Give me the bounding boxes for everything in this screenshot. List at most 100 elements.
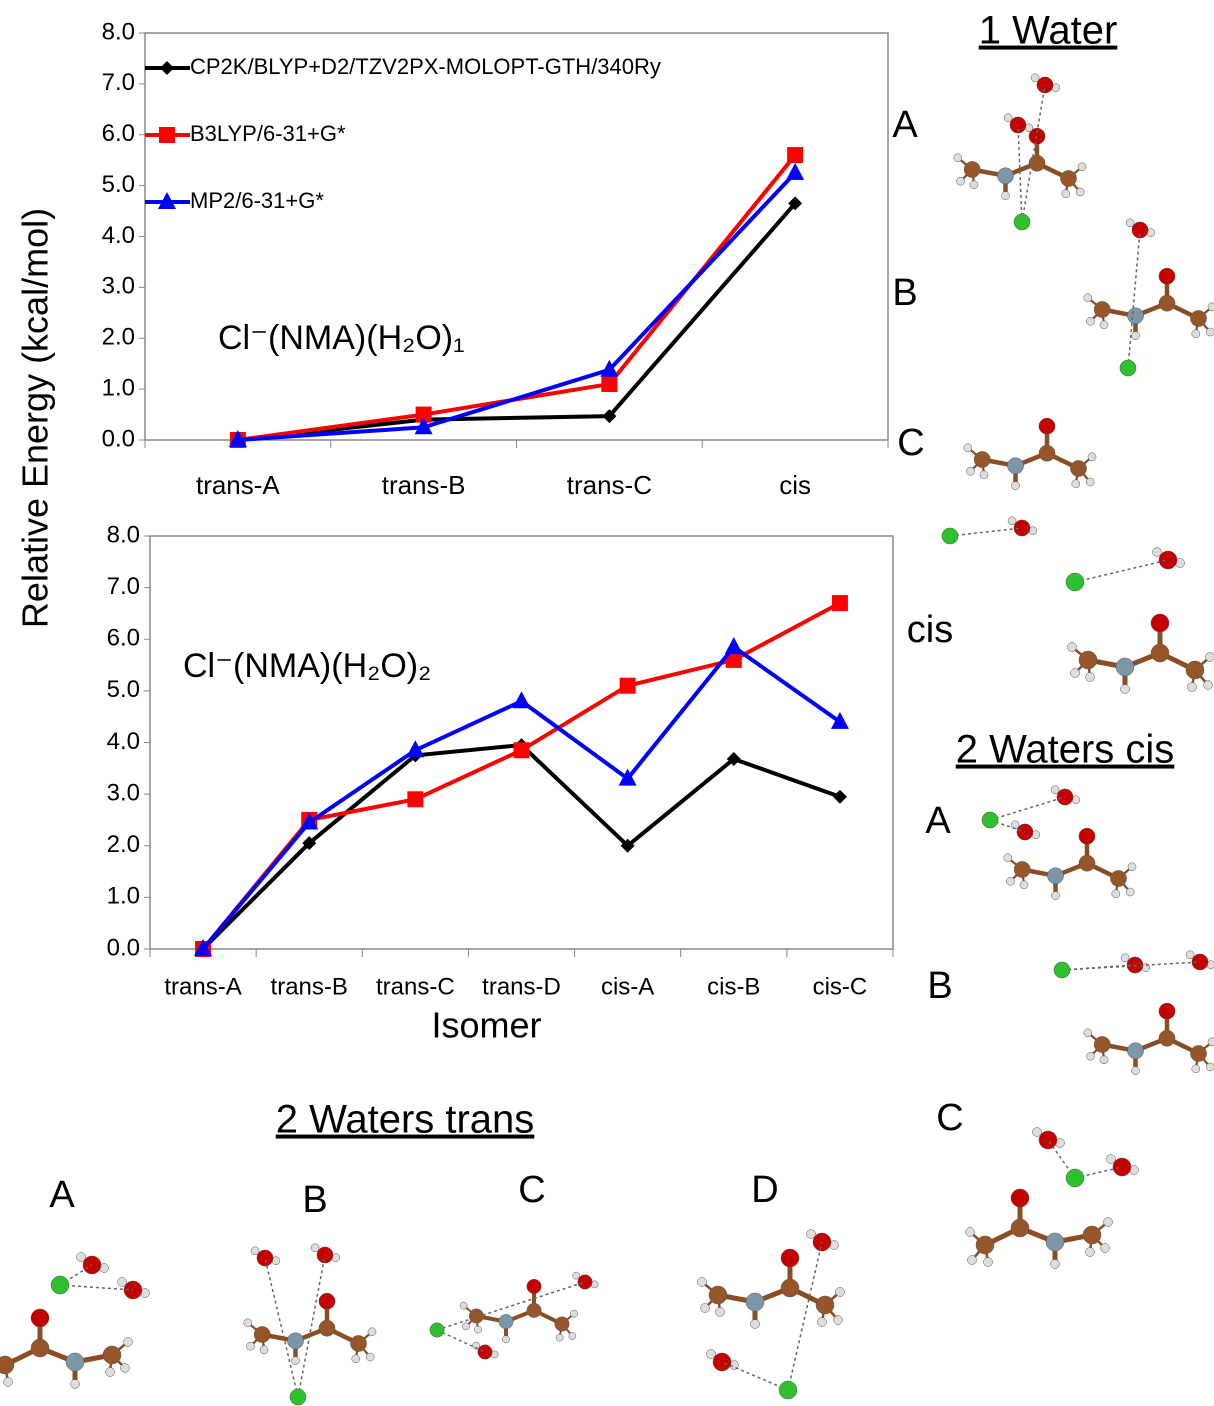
panel-label: A xyxy=(925,800,951,842)
atom xyxy=(980,471,988,479)
marker xyxy=(159,127,175,143)
marker xyxy=(833,790,847,804)
figure: 1 Water A B C cis 2 Waters cis A B C 2 W… xyxy=(0,0,1214,1406)
atom xyxy=(1159,1003,1175,1019)
atom xyxy=(1066,1169,1084,1187)
y-tick-label: 4.0 xyxy=(102,222,135,249)
atom xyxy=(244,1319,252,1327)
atom xyxy=(1039,418,1055,434)
atom xyxy=(698,1278,707,1287)
atom xyxy=(430,1323,444,1337)
atom xyxy=(942,528,958,544)
atom xyxy=(0,1356,14,1374)
atom xyxy=(569,1332,576,1339)
atom xyxy=(1159,295,1175,311)
atom xyxy=(1079,855,1095,871)
atom xyxy=(1011,1219,1029,1237)
y-tick-label: 7.0 xyxy=(107,573,140,600)
atom xyxy=(954,154,962,162)
x-tick-label: trans-C xyxy=(567,470,652,500)
atom xyxy=(716,1308,725,1317)
y-tick-label: 1.0 xyxy=(107,883,140,910)
marker xyxy=(407,791,423,807)
atom xyxy=(836,1288,845,1297)
atom xyxy=(1100,1056,1108,1064)
atom xyxy=(246,1342,254,1350)
marker xyxy=(831,712,849,729)
atom xyxy=(1204,681,1213,690)
h-bond xyxy=(1018,125,1022,222)
atom xyxy=(956,177,964,185)
panel-label: D xyxy=(751,1169,778,1211)
atom xyxy=(474,1326,481,1333)
h-bond xyxy=(990,797,1065,820)
y-tick-label: 7.0 xyxy=(102,69,135,96)
atom xyxy=(1060,170,1076,186)
atom xyxy=(1110,870,1126,886)
x-tick-label: cis xyxy=(779,470,811,500)
page: {"chart_data": [ {"type": "line", "ylabe… xyxy=(0,0,1214,1406)
atom xyxy=(352,1355,360,1363)
atom xyxy=(31,1339,49,1357)
marker xyxy=(832,595,848,611)
atom xyxy=(816,1296,834,1314)
atom xyxy=(1029,155,1045,171)
atom xyxy=(469,1309,483,1323)
atom xyxy=(1094,1036,1110,1052)
atom xyxy=(968,1256,977,1265)
atom xyxy=(319,1293,335,1309)
atom xyxy=(746,1293,764,1311)
atom xyxy=(751,1320,760,1329)
atom xyxy=(555,1317,569,1331)
panel-label: A xyxy=(49,1174,75,1216)
atom xyxy=(1079,828,1095,844)
atom xyxy=(1014,214,1030,230)
atom xyxy=(499,1314,513,1328)
atom xyxy=(1186,661,1204,679)
atom xyxy=(1079,651,1097,669)
atom xyxy=(366,1353,374,1361)
atom xyxy=(970,181,978,189)
atom xyxy=(982,812,998,828)
atom xyxy=(1084,1029,1092,1037)
atom xyxy=(1062,190,1070,198)
x-tick-label: trans-A xyxy=(164,973,241,1000)
atom xyxy=(1188,683,1197,692)
y-tick-label: 1.0 xyxy=(102,374,135,401)
atom xyxy=(1159,268,1175,284)
y-tick-label: 4.0 xyxy=(107,728,140,755)
legend-label: MP2/6-31+G* xyxy=(190,188,324,213)
atom xyxy=(834,1316,843,1325)
atom xyxy=(1127,1043,1143,1059)
atom xyxy=(1121,685,1130,694)
atom xyxy=(781,1249,799,1267)
marker xyxy=(160,61,174,75)
atom xyxy=(1068,643,1077,652)
atom xyxy=(1126,888,1134,896)
atom xyxy=(4,1378,13,1387)
atom xyxy=(570,1310,577,1317)
atom xyxy=(1066,573,1084,591)
panel-title: 1 Water xyxy=(979,9,1118,53)
atom xyxy=(984,1258,993,1267)
y-tick-label: 8.0 xyxy=(102,18,135,45)
atom xyxy=(1101,1244,1110,1253)
atom xyxy=(1120,360,1136,376)
marker xyxy=(787,147,803,163)
atom xyxy=(976,1236,994,1254)
atom xyxy=(1076,188,1084,196)
atom xyxy=(1054,962,1070,978)
atom xyxy=(966,467,974,475)
y-tick-label: 0.0 xyxy=(107,934,140,961)
atom xyxy=(121,1364,130,1373)
atom xyxy=(66,1353,84,1371)
atom xyxy=(1086,317,1094,325)
atom xyxy=(1007,458,1023,474)
atom xyxy=(1072,480,1080,488)
atom xyxy=(291,1357,299,1365)
x-tick-label: trans-A xyxy=(196,470,280,500)
h-bond xyxy=(950,528,1022,536)
atom xyxy=(124,1338,133,1347)
atom xyxy=(319,1320,335,1336)
atom xyxy=(964,161,980,177)
